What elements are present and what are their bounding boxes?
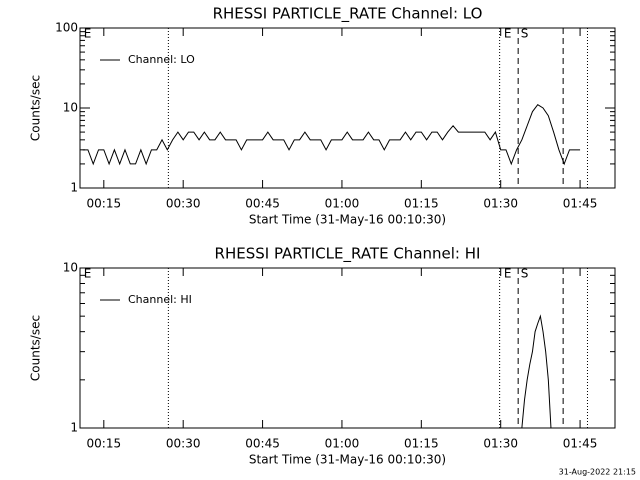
x-axis-label: Start Time (31-May-16 00:10:30)	[249, 213, 446, 227]
legend-label: Channel: HI	[128, 293, 192, 306]
y-tick-label: 100	[55, 21, 78, 35]
event-label: E	[84, 267, 92, 281]
event-label: E	[504, 267, 512, 281]
y-axis-label: Counts/sec	[29, 315, 43, 381]
x-tick-label: 00:45	[245, 197, 280, 211]
y-tick-label: 1	[70, 181, 78, 195]
legend-label: Channel: LO	[128, 53, 195, 66]
x-tick-label: 01:30	[483, 437, 518, 451]
x-tick-label: 01:15	[404, 437, 439, 451]
x-tick-label: 01:00	[325, 197, 360, 211]
x-axis-label: Start Time (31-May-16 00:10:30)	[249, 453, 446, 467]
timestamp: 31-Aug-2022 21:15	[559, 468, 636, 477]
x-tick-label: 01:15	[404, 197, 439, 211]
x-tick-label: 01:00	[325, 437, 360, 451]
y-axis-label: Counts/sec	[29, 75, 43, 141]
chart-title: RHESSI PARTICLE_RATE Channel: HI	[215, 245, 481, 264]
x-tick-label: 01:45	[563, 437, 598, 451]
event-label: S	[521, 267, 529, 281]
chart-title: RHESSI PARTICLE_RATE Channel: LO	[213, 5, 483, 24]
x-tick-label: 00:15	[87, 437, 122, 451]
x-tick-label: 00:30	[166, 437, 201, 451]
event-label: E	[84, 27, 92, 41]
series-line	[82, 104, 581, 166]
x-tick-label: 01:45	[563, 197, 598, 211]
y-tick-label: 10	[63, 261, 78, 275]
x-tick-label: 00:15	[87, 197, 122, 211]
x-tick-label: 00:45	[245, 437, 280, 451]
event-label: S	[521, 27, 529, 41]
x-tick-label: 01:30	[483, 197, 518, 211]
plot-frame	[79, 267, 616, 429]
y-tick-label: 1	[70, 421, 78, 435]
series-line	[521, 314, 552, 428]
x-tick-label: 00:30	[166, 197, 201, 211]
y-tick-label: 10	[63, 101, 78, 115]
event-label: E	[504, 27, 512, 41]
